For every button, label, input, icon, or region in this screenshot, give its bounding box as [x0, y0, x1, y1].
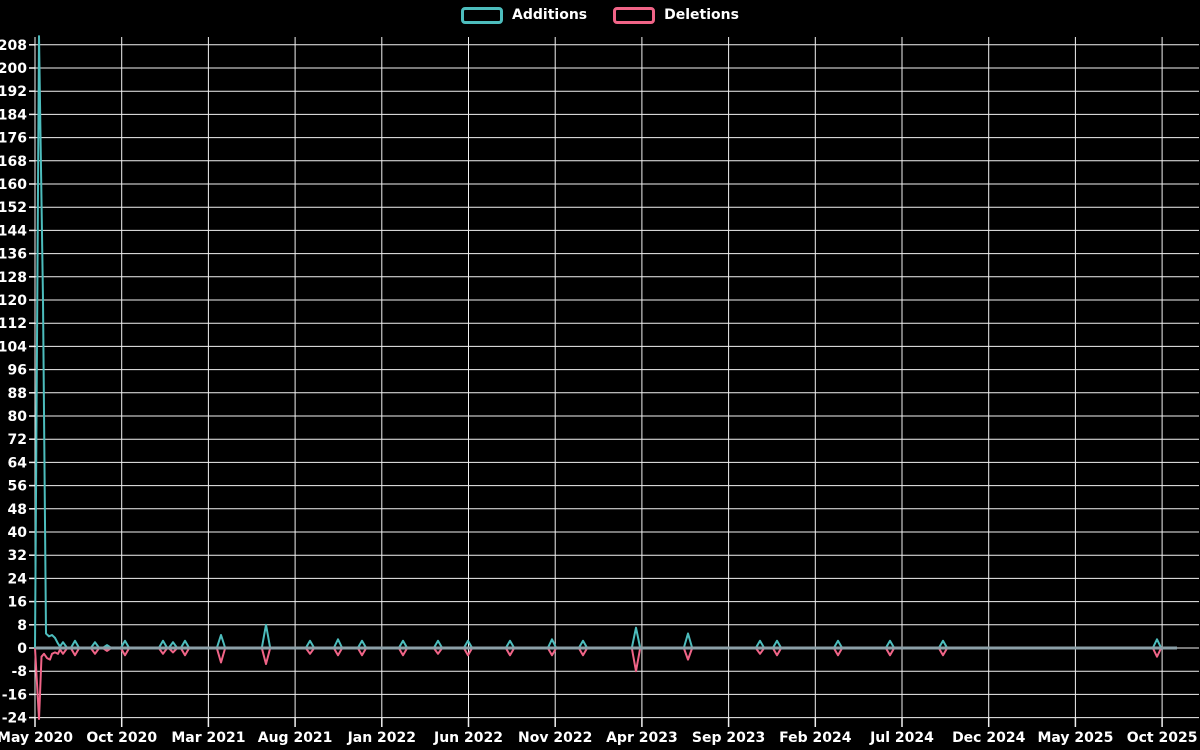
y-axis-label: 48 [8, 502, 27, 518]
x-axis-label: Oct 2025 [1127, 730, 1198, 746]
x-axis-label: Dec 2024 [952, 730, 1026, 746]
y-axis-label: 112 [0, 316, 27, 332]
deletions-line [34, 647, 1177, 720]
y-axis-label: 184 [0, 107, 27, 123]
legend-item-deletions[interactable]: Deletions [613, 6, 739, 24]
y-axis-label: 88 [8, 386, 27, 402]
y-axis-label: 64 [8, 455, 28, 471]
y-axis-label: 0 [17, 641, 27, 657]
y-axis-label: 24 [8, 571, 28, 587]
x-axis-label: May 2025 [1037, 730, 1113, 746]
legend-item-additions[interactable]: Additions [461, 6, 587, 24]
legend-label-additions: Additions [512, 7, 588, 23]
deletions-swatch-icon [613, 6, 656, 24]
y-axis-label: 168 [0, 154, 27, 170]
x-axis-label: Jan 2022 [347, 730, 416, 746]
x-axis-label: Jul 2024 [869, 730, 934, 746]
gridlines [29, 37, 1199, 727]
y-axis-label: 160 [0, 177, 27, 193]
y-axis-label: 208 [0, 38, 27, 54]
x-axis-label: Jun 2022 [433, 730, 503, 746]
series-lines [34, 35, 1177, 720]
y-axis-label: 72 [8, 432, 27, 448]
y-axis-label: 136 [0, 247, 27, 263]
y-axis-label: -24 [2, 711, 28, 727]
x-axis-label: Apr 2023 [606, 730, 678, 746]
chart-legend: Additions Deletions [0, 6, 1200, 24]
y-axis-label: 128 [0, 270, 27, 286]
y-axis-label: 56 [8, 479, 27, 495]
x-axis-label: Mar 2021 [171, 730, 245, 746]
x-axis-label: Sep 2023 [692, 730, 765, 746]
x-axis-label: May 2020 [0, 730, 73, 746]
y-axis-label: 8 [17, 618, 27, 634]
y-axis-label: 32 [8, 548, 27, 564]
legend-label-deletions: Deletions [664, 7, 739, 23]
y-axis-label: 96 [8, 363, 27, 379]
axis-labels: -24 -16 -8 0 8 16 24 32 40 48 56 64 72 80 88 96 104 112 12… [0, 38, 1197, 746]
y-axis-label: 104 [0, 339, 27, 355]
additions-swatch-icon [461, 6, 504, 24]
y-axis-label: 16 [8, 595, 27, 611]
y-axis-label: 80 [8, 409, 28, 425]
y-axis-label: 176 [0, 131, 27, 147]
y-axis-label: 144 [0, 223, 27, 239]
y-axis-label: 200 [0, 61, 27, 77]
y-axis-label: 152 [0, 200, 27, 216]
additions-line [34, 35, 1177, 649]
x-axis-label: Feb 2024 [779, 730, 852, 746]
y-axis-label: 40 [8, 525, 28, 541]
y-axis-label: -8 [11, 664, 27, 680]
y-axis-label: 120 [0, 293, 27, 309]
x-axis-label: Oct 2020 [86, 730, 157, 746]
y-axis-label: -16 [2, 687, 27, 703]
y-axis-label: 192 [0, 84, 27, 100]
x-axis-label: Aug 2021 [258, 730, 333, 746]
x-axis-label: Nov 2022 [518, 730, 592, 746]
